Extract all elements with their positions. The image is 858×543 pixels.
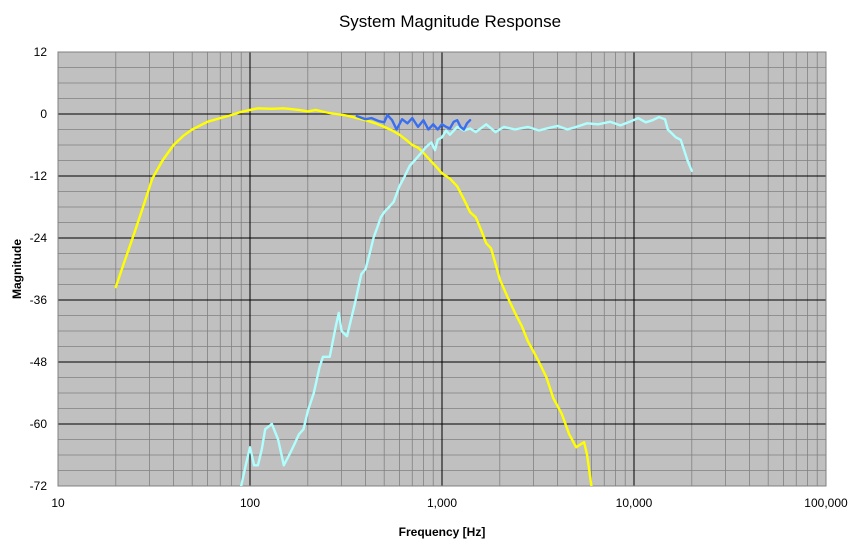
plot-border <box>57 51 827 487</box>
x-tick-label: 10,000 <box>616 496 653 510</box>
y-tick-label: 0 <box>40 107 47 121</box>
x-axis-label: Frequency [Hz] <box>399 525 486 539</box>
y-tick-label: -36 <box>30 293 48 307</box>
series-line-2 <box>239 115 693 486</box>
y-axis-ticks: 12 0 -12 -24 -36 -48 -60 -72 <box>30 45 48 493</box>
y-tick-label: -60 <box>30 417 48 431</box>
x-tick-label: 1,000 <box>427 496 457 510</box>
y-tick-label: -48 <box>30 355 48 369</box>
x-tick-label: 100,000 <box>804 496 848 510</box>
y-tick-label: 12 <box>34 45 48 59</box>
series-line-3 <box>355 113 472 131</box>
y-axis-label: Magnitude <box>10 239 24 299</box>
y-tick-label: -24 <box>30 231 48 245</box>
x-tick-label: 10 <box>51 496 65 510</box>
x-axis-ticks: 10 100 1,000 10,000 100,000 <box>51 496 848 510</box>
y-tick-label: -72 <box>30 479 48 493</box>
series-line-1 <box>114 107 593 486</box>
x-tick-label: 100 <box>240 496 260 510</box>
y-tick-label: -12 <box>30 169 48 183</box>
series-layer <box>114 107 693 486</box>
chart-title: System Magnitude Response <box>339 12 561 31</box>
